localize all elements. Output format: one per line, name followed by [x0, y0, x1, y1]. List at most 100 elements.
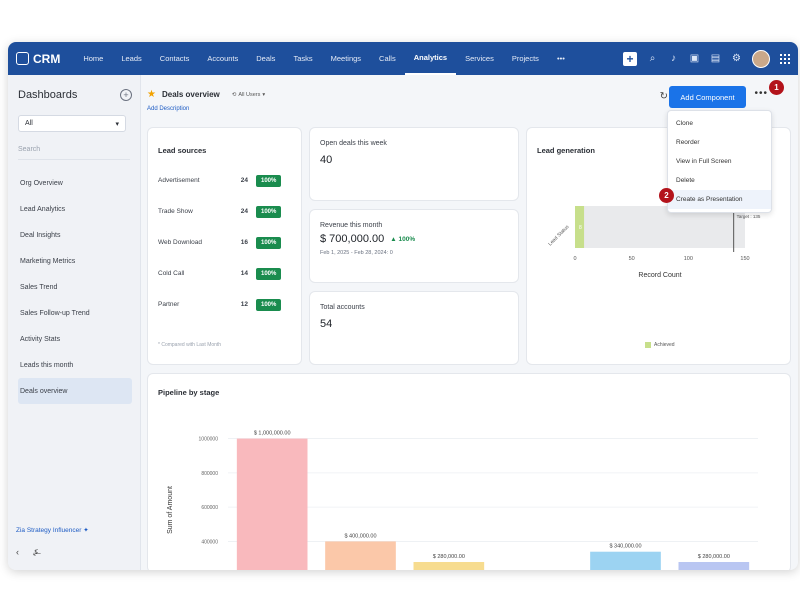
nav-item-accounts[interactable]: Accounts — [207, 54, 239, 63]
legend-label: Achieved — [654, 342, 675, 348]
lead-source-count: 16 — [240, 239, 248, 246]
pin-icon[interactable]: ⍼ — [33, 547, 41, 557]
dashboard-filter-select[interactable]: All ▾ — [18, 115, 126, 132]
strategy-influencer-link[interactable]: Zia Strategy Influencer ✦ — [16, 526, 89, 534]
search-icon[interactable]: ⌕ — [649, 53, 656, 64]
pipeline-bar[interactable] — [590, 551, 661, 570]
more-options-button[interactable]: ••• — [754, 88, 768, 99]
nav-actions: + ⌕ ♪ ▣ ▤ ⚙ — [623, 49, 790, 68]
lead-source-count: 24 — [240, 208, 248, 215]
pipeline-bar[interactable] — [325, 541, 396, 570]
pipeline-bar[interactable] — [678, 562, 750, 570]
collapse-icon[interactable]: ‹ — [16, 547, 19, 557]
sidebar-item[interactable]: Leads this month — [20, 361, 74, 369]
lead-generation-x-tick: 50 — [629, 256, 635, 262]
menu-item[interactable]: Reorder — [676, 139, 700, 146]
nav-item-tasks[interactable]: Tasks — [293, 54, 313, 63]
lead-source-pct-badge: 100% — [256, 267, 282, 280]
add-description-link[interactable]: Add Description — [147, 106, 190, 112]
lead-generation-chart: 8 Lead Status Target : 135 0 50 100 150 Record … — [547, 202, 761, 279]
sidebar-item[interactable]: Deal Insights — [20, 231, 61, 239]
sidebar-item[interactable]: Marketing Metrics — [20, 257, 76, 265]
lead-source-name: Web Download — [158, 239, 202, 246]
nav-item-analytics[interactable]: Analytics — [404, 42, 457, 75]
lead-source-count: 14 — [240, 270, 248, 277]
lead-source-count: 12 — [240, 301, 248, 308]
pipeline-bar[interactable] — [236, 438, 308, 570]
sidebar-item[interactable]: Sales Trend — [20, 283, 58, 291]
plus-icon[interactable]: + — [623, 51, 637, 66]
lead-generation-target-label: Target : 135 — [737, 214, 761, 219]
nav-item-leads[interactable]: Leads — [121, 54, 142, 63]
users-icon: ⟲ — [231, 91, 237, 98]
lead-source-pct-badge: 100% — [256, 205, 282, 218]
open-deals-value: 40 — [320, 154, 333, 166]
open-deals-card: Open deals this week 40 — [309, 127, 519, 201]
revenue-delta: ▲ 100% — [390, 235, 416, 243]
add-component-button[interactable]: Add Component — [669, 86, 746, 108]
page-title: Deals overview — [161, 90, 220, 99]
lead-source-row: Cold Call 14 100% — [158, 258, 291, 289]
apps-grid-icon[interactable] — [780, 53, 790, 64]
pipeline-y-tick: 600000 — [201, 505, 218, 511]
menu-item[interactable]: View in Full Screen — [676, 158, 732, 165]
nav-item-contacts[interactable]: Contacts — [159, 54, 190, 63]
legend-swatch — [645, 342, 651, 348]
users-filter[interactable]: ⟲ All Users ▾ — [232, 92, 265, 98]
brand-name: CRM — [33, 51, 61, 66]
calendar-icon[interactable]: ▣ — [689, 53, 700, 64]
lead-generation-category-label: Lead Status — [547, 224, 570, 247]
pipeline-bar-label: $ 280,000.00 — [433, 554, 465, 560]
dashboard-content: ★ Deals overview ⟲ All Users ▾ Add Descr… — [147, 75, 798, 570]
strategy-influencer-label: Zia Strategy Influencer — [16, 527, 82, 534]
sparkle-icon: ✦ — [83, 527, 89, 534]
revenue-range: Feb 1, 2025 - Feb 28, 2024: 0 — [320, 250, 393, 256]
chevron-down-icon: ▾ — [115, 120, 119, 128]
lead-source-name: Partner — [158, 301, 180, 308]
lead-source-row: Partner 12 100% — [158, 289, 291, 320]
lead-generation-title: Lead generation — [537, 146, 595, 155]
lead-sources-card: Lead sources Advertisement 24 100% Trade Sh… — [147, 127, 302, 365]
accounts-label: Total accounts — [320, 304, 365, 311]
lead-sources-note: * Compared with Last Month — [158, 342, 222, 348]
pipeline-bar-label: $ 400,000.00 — [344, 533, 376, 539]
lead-source-pct-badge: 100% — [256, 174, 282, 187]
nav-item-projects[interactable]: Projects — [511, 54, 539, 63]
add-dashboard-icon[interactable]: + — [120, 89, 132, 101]
lead-source-pct-badge: 100% — [256, 236, 282, 249]
sidebar-footer: ‹ ⍼ — [16, 547, 41, 558]
lead-generation-x-axis-label: Record Count — [638, 272, 681, 279]
favorite-star-icon[interactable]: ★ — [147, 89, 156, 100]
pipeline-y-tick: 1000000 — [199, 437, 219, 443]
lead-generation-track — [575, 206, 745, 248]
menu-item[interactable]: Create as Presentation — [668, 190, 771, 209]
sidebar-item[interactable]: Activity Stats — [20, 335, 61, 343]
sidebar-item[interactable]: Org Overview — [20, 179, 63, 187]
sidebar-list: Org Overview Lead Analytics Deal Insights M… — [18, 170, 132, 404]
sidebar-item[interactable]: Sales Follow-up Trend — [20, 309, 90, 317]
nav-item-calls[interactable]: Calls — [379, 54, 396, 63]
pipeline-bar[interactable] — [413, 562, 485, 570]
avatar[interactable] — [752, 49, 770, 68]
nav-item-meetings[interactable]: Meetings — [330, 54, 362, 63]
sidebar-item[interactable]: Deals overview — [18, 378, 132, 404]
refresh-icon[interactable]: ↻ — [659, 91, 668, 102]
brand-logo[interactable]: CRM — [16, 52, 60, 66]
nav-item-deals[interactable]: Deals — [256, 54, 276, 63]
menu-item[interactable]: Delete — [676, 177, 695, 184]
lead-sources-title: Lead sources — [158, 146, 207, 155]
accounts-card: Total accounts 54 — [309, 291, 519, 365]
lead-source-row: Trade Show 24 100% — [158, 196, 291, 227]
settings-icon[interactable]: ⚙ — [732, 53, 741, 64]
nav-item-services[interactable]: Services — [465, 54, 494, 63]
nav-item-more[interactable]: ••• — [556, 54, 565, 63]
step-badge-2: 2 — [659, 188, 674, 203]
revenue-value: $ 700,000.00 — [320, 233, 385, 245]
mail-icon[interactable]: ▤ — [710, 53, 721, 64]
sidebar-item[interactable]: Lead Analytics — [20, 205, 66, 213]
lead-source-name: Trade Show — [158, 208, 193, 215]
sidebar-search-input[interactable]: Search — [18, 146, 130, 160]
nav-item-home[interactable]: Home — [83, 54, 104, 63]
menu-item[interactable]: Clone — [676, 120, 693, 127]
bell-icon[interactable]: ♪ — [671, 53, 676, 64]
